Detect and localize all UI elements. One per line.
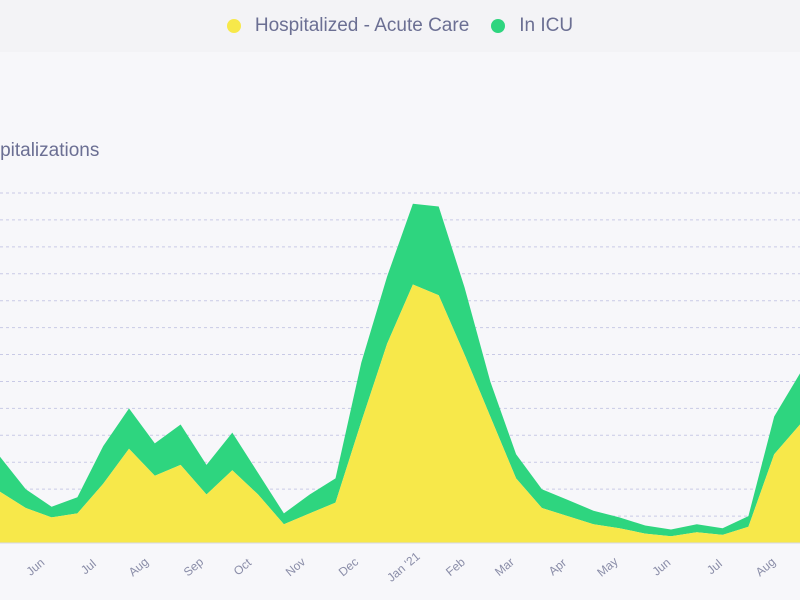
legend-dot-icu [491,19,506,33]
legend-item-icu[interactable]: In ICU [491,15,573,37]
series-area-acute-care [0,284,800,543]
x-tick-label: Jul [78,557,99,578]
x-tick-label: Aug [126,555,151,579]
x-tick-label: Apr [546,556,569,579]
legend-item-acute-care[interactable]: Hospitalized - Acute Care [226,15,470,37]
series-area-icu [0,203,800,537]
legend-dot-acute-care [226,19,241,33]
x-tick-label: Jul [704,557,725,578]
x-tick-label: Aug [753,555,778,579]
x-tick-label: Mar [492,555,517,579]
x-tick-label: Feb [443,555,468,579]
x-tick-label: Nov [283,555,308,579]
x-tick-label: Jun [24,555,48,578]
legend-label-icu: In ICU [519,15,574,36]
x-tick-label: Oct [231,555,255,578]
legend: Hospitalized - Acute Care In ICU [0,0,800,52]
legend-label-acute-care: Hospitalized - Acute Care [254,15,470,36]
x-tick-label: Dec [336,555,361,579]
x-tick-label: Jun [650,555,674,578]
x-tick-label: Jan '21 [384,549,423,585]
chart-title: ospitalizations [0,140,100,161]
x-tick-label: Sep [181,555,207,580]
x-tick-label: May [594,554,620,579]
